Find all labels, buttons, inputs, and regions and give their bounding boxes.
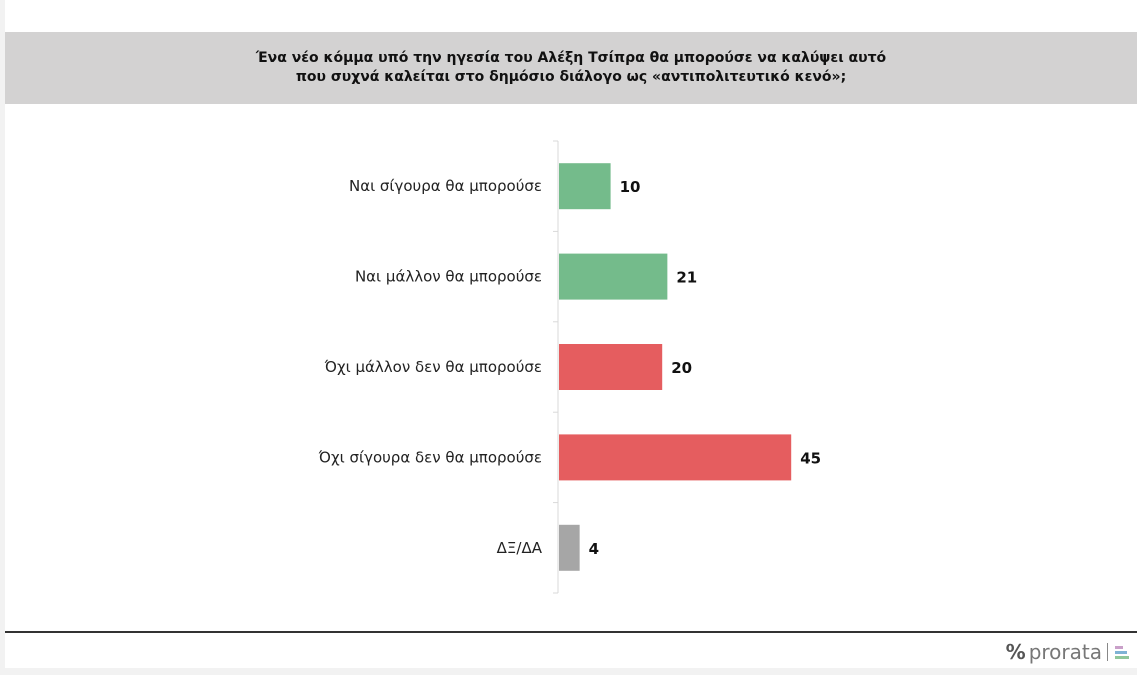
data-label: 45 [800, 449, 821, 467]
category-label: Όχι σίγουρα δεν θα μπορούσε [318, 448, 542, 466]
bar [559, 344, 663, 390]
category-label: ΔΞ/ΔΑ [497, 539, 543, 557]
data-label: 10 [620, 178, 641, 196]
bar [559, 434, 792, 481]
category-label: Όχι μάλλον δεν θα μπορούσε [324, 358, 542, 376]
title-banner: Ένα νέο κόμμα υπό την ηγεσία του Αλέξη Τ… [5, 32, 1137, 104]
prorata-logo: % prorata [1006, 640, 1129, 664]
logo-text: prorata [1028, 640, 1102, 664]
bar [559, 253, 668, 300]
chart-title: Ένα νέο κόμμα υπό την ηγεσία του Αλέξη Τ… [255, 50, 887, 85]
bar [559, 524, 580, 571]
data-label: 20 [671, 359, 692, 377]
data-label: 4 [589, 540, 599, 558]
percent-symbol: % [1005, 640, 1026, 664]
data-label: 21 [676, 269, 697, 287]
category-label: Ναι σίγουρα θα μπορούσε [349, 177, 542, 195]
divider [5, 631, 1137, 633]
bar [559, 163, 611, 210]
logo-bars-icon [1115, 645, 1129, 659]
category-label: Ναι μάλλον θα μπορούσε [355, 268, 542, 286]
